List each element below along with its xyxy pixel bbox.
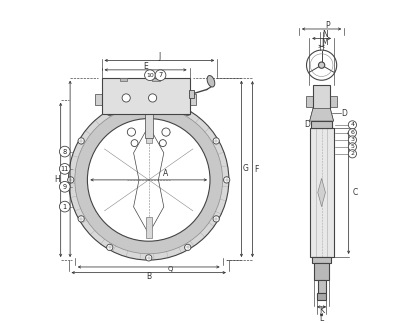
Text: D: D (341, 109, 347, 118)
Text: 11: 11 (60, 166, 69, 172)
Text: I: I (65, 164, 68, 173)
Circle shape (146, 255, 152, 261)
Text: 10: 10 (146, 73, 154, 78)
Circle shape (59, 146, 70, 157)
Circle shape (78, 138, 84, 144)
Text: B: B (146, 272, 151, 281)
Polygon shape (318, 178, 326, 207)
FancyBboxPatch shape (317, 293, 326, 300)
Circle shape (318, 62, 325, 68)
Text: P: P (326, 21, 330, 30)
FancyBboxPatch shape (146, 122, 152, 143)
Text: A: A (163, 169, 168, 178)
Text: L: L (320, 314, 324, 323)
Circle shape (348, 129, 357, 137)
Text: E: E (143, 62, 148, 71)
Text: 9: 9 (63, 184, 67, 190)
FancyBboxPatch shape (313, 85, 330, 109)
Circle shape (68, 177, 74, 183)
FancyBboxPatch shape (120, 78, 127, 81)
Circle shape (184, 109, 191, 116)
Circle shape (107, 109, 113, 116)
FancyBboxPatch shape (330, 96, 337, 107)
Text: 3: 3 (350, 138, 354, 142)
Circle shape (127, 128, 136, 136)
Text: J: J (158, 52, 160, 61)
Text: H: H (54, 175, 60, 184)
Text: F: F (254, 165, 258, 173)
FancyBboxPatch shape (146, 217, 152, 238)
Circle shape (78, 216, 84, 222)
Text: Q: Q (168, 266, 173, 273)
Text: 7: 7 (158, 72, 163, 78)
FancyBboxPatch shape (152, 78, 160, 81)
Circle shape (59, 201, 70, 212)
Circle shape (348, 143, 357, 151)
Text: 6: 6 (350, 130, 354, 135)
FancyBboxPatch shape (306, 96, 313, 107)
FancyBboxPatch shape (312, 257, 331, 263)
Text: N: N (322, 30, 328, 39)
Circle shape (149, 94, 157, 102)
Circle shape (184, 244, 191, 251)
FancyBboxPatch shape (318, 280, 326, 293)
Circle shape (107, 244, 113, 251)
Text: 2: 2 (350, 151, 354, 156)
Text: 4: 4 (350, 122, 354, 127)
FancyBboxPatch shape (94, 94, 102, 105)
FancyBboxPatch shape (145, 114, 152, 138)
Circle shape (122, 94, 130, 102)
FancyBboxPatch shape (102, 78, 189, 114)
Circle shape (155, 70, 166, 80)
FancyBboxPatch shape (314, 263, 329, 280)
Circle shape (159, 140, 166, 147)
Circle shape (213, 216, 219, 222)
Text: K: K (319, 306, 324, 315)
Text: 1: 1 (63, 203, 67, 210)
Text: M: M (321, 38, 328, 47)
Circle shape (223, 177, 230, 183)
Text: C: C (352, 188, 358, 197)
FancyBboxPatch shape (189, 90, 194, 98)
Text: 8: 8 (63, 149, 67, 155)
Circle shape (213, 138, 219, 144)
Text: 5: 5 (350, 144, 354, 149)
Circle shape (131, 140, 138, 147)
Circle shape (146, 99, 152, 105)
FancyBboxPatch shape (310, 128, 333, 257)
Polygon shape (310, 109, 333, 121)
FancyBboxPatch shape (189, 94, 197, 105)
Circle shape (348, 150, 357, 158)
Text: G: G (242, 164, 248, 173)
Circle shape (162, 128, 170, 136)
Circle shape (348, 121, 357, 129)
Polygon shape (68, 100, 229, 260)
Circle shape (59, 163, 70, 174)
Polygon shape (75, 106, 223, 254)
FancyBboxPatch shape (311, 121, 332, 128)
Circle shape (348, 136, 357, 144)
Circle shape (144, 70, 155, 80)
Text: D: D (304, 120, 310, 130)
Ellipse shape (207, 76, 215, 87)
Circle shape (59, 182, 70, 192)
